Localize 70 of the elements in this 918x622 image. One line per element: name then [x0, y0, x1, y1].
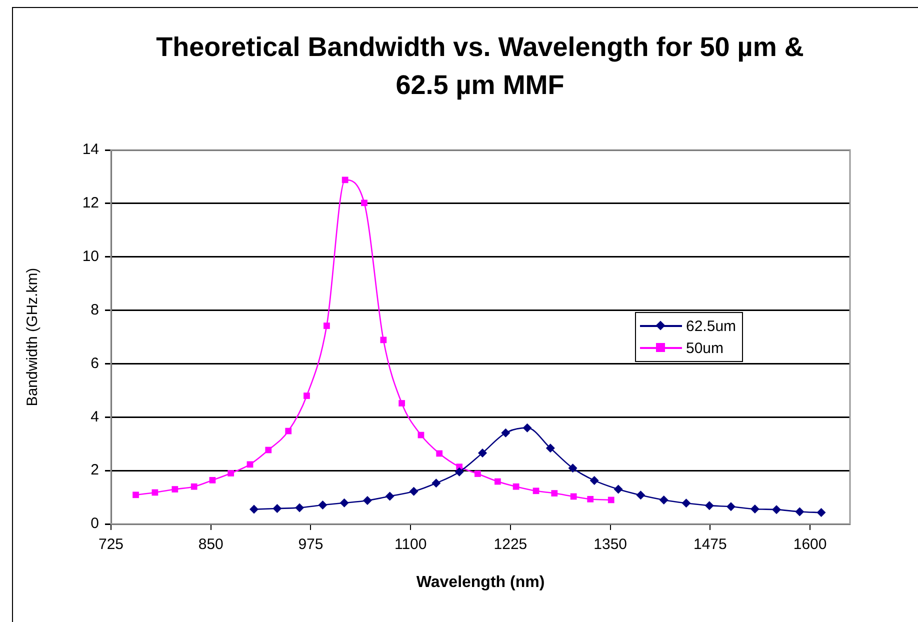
point: [190, 483, 198, 490]
point: [608, 496, 614, 504]
point: [546, 444, 555, 453]
point: [659, 495, 668, 504]
point: [380, 336, 387, 344]
point: [398, 400, 405, 406]
point: [551, 490, 558, 496]
point: [750, 504, 760, 514]
point: [454, 467, 464, 476]
point: [522, 423, 532, 432]
point: [432, 478, 441, 488]
point: [587, 496, 594, 502]
point: [318, 500, 328, 510]
y-axis-title: Bandwidth (GHz.km): [24, 268, 42, 406]
point: [409, 486, 418, 496]
y-tick-label: 8: [90, 301, 99, 318]
point: [304, 392, 310, 399]
point: [362, 496, 372, 505]
point: [726, 502, 736, 512]
point: [436, 450, 443, 457]
point: [324, 322, 330, 329]
point: [795, 507, 804, 516]
y-tick-label: 6: [90, 354, 99, 372]
point: [342, 176, 348, 184]
x-tick-label: 1225: [494, 536, 528, 554]
point: [340, 498, 349, 508]
point: [474, 470, 481, 477]
chart-title: Theoretical Bandwidth vs. Wavelength for 50 µm & 62.5 µm MMF: [155, 31, 805, 102]
point: [816, 508, 826, 518]
point: [501, 428, 510, 438]
point: [272, 504, 282, 514]
point: [512, 483, 520, 490]
point: [172, 486, 178, 492]
point: [704, 501, 714, 510]
x-tick-label: 725: [98, 536, 124, 554]
point: [772, 505, 781, 514]
point: [209, 477, 216, 484]
legend-label: 50um: [686, 340, 724, 356]
point: [250, 504, 259, 514]
legend-label: 62.5um: [686, 318, 736, 334]
x-tick-label: 1350: [594, 536, 628, 554]
point: [478, 448, 487, 458]
y-tick-label: 2: [90, 462, 99, 479]
point: [494, 478, 501, 485]
point: [636, 490, 646, 500]
point: [532, 488, 540, 494]
x-tick-label: 1600: [793, 536, 827, 554]
point: [614, 484, 623, 494]
point: [385, 492, 394, 501]
point: [285, 428, 292, 434]
y-tick-label: 0: [90, 515, 99, 532]
point: [361, 200, 368, 206]
point: [590, 476, 599, 485]
point: [265, 446, 272, 454]
point: [228, 470, 234, 476]
point: [132, 492, 139, 498]
x-tick-label: 850: [198, 536, 224, 554]
point: [570, 493, 577, 500]
y-tick-label: 14: [82, 141, 99, 158]
y-tick-label: 12: [82, 194, 99, 212]
point: [568, 464, 578, 473]
x-tick-label: 975: [298, 536, 324, 554]
point: [682, 498, 691, 508]
x-axis-title: Wavelength (nm): [416, 574, 545, 591]
point: [246, 461, 254, 468]
y-tick-label: 10: [82, 248, 99, 265]
point: [295, 503, 304, 512]
x-tick-label: 1100: [394, 536, 427, 554]
y-tick-label: 4: [90, 408, 99, 426]
x-tick-label: 1475: [694, 536, 727, 554]
